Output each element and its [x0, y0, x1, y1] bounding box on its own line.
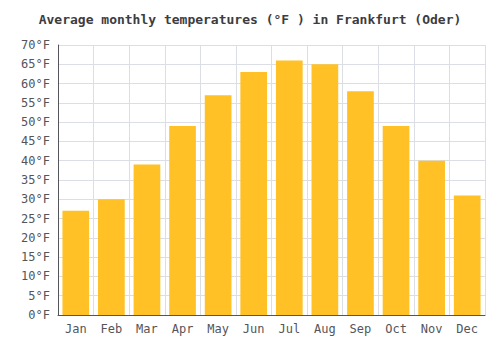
- svg-text:45°F: 45°F: [21, 134, 50, 148]
- svg-text:Jul: Jul: [278, 322, 300, 336]
- svg-text:Sep: Sep: [350, 322, 372, 336]
- svg-text:Aug: Aug: [314, 322, 336, 336]
- svg-text:65°F: 65°F: [21, 57, 50, 71]
- svg-text:25°F: 25°F: [21, 212, 50, 226]
- svg-text:20°F: 20°F: [21, 231, 50, 245]
- svg-text:60°F: 60°F: [21, 77, 50, 91]
- svg-text:Feb: Feb: [101, 322, 123, 336]
- svg-text:Apr: Apr: [172, 322, 194, 336]
- svg-text:Nov: Nov: [421, 322, 443, 336]
- svg-text:Mar: Mar: [136, 322, 158, 336]
- svg-text:May: May: [207, 322, 229, 336]
- svg-text:35°F: 35°F: [21, 173, 50, 187]
- svg-text:15°F: 15°F: [21, 250, 50, 264]
- svg-text:Oct: Oct: [385, 322, 407, 336]
- svg-text:70°F: 70°F: [21, 38, 50, 52]
- svg-text:40°F: 40°F: [21, 154, 50, 168]
- svg-text:Jan: Jan: [65, 322, 87, 336]
- svg-text:50°F: 50°F: [21, 115, 50, 129]
- svg-text:55°F: 55°F: [21, 96, 50, 110]
- svg-text:5°F: 5°F: [28, 289, 50, 303]
- svg-text:Dec: Dec: [456, 322, 478, 336]
- svg-text:0°F: 0°F: [28, 308, 50, 322]
- svg-text:30°F: 30°F: [21, 192, 50, 206]
- svg-text:Average monthly temperatures (: Average monthly temperatures (°F ) in Fr…: [39, 12, 462, 27]
- svg-text:Jun: Jun: [243, 322, 265, 336]
- svg-text:10°F: 10°F: [21, 269, 50, 283]
